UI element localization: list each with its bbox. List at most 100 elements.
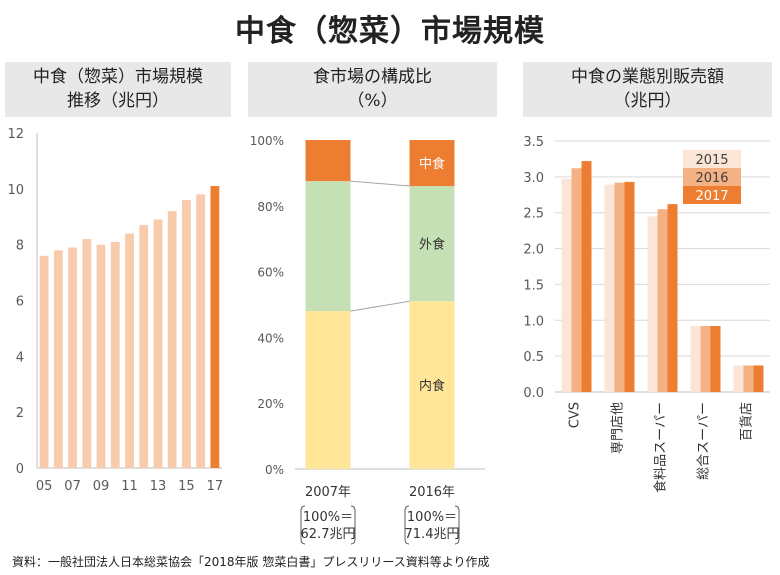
bar-百貨店-2016 — [743, 365, 754, 392]
x-tick-label: 専門店他 — [611, 402, 626, 454]
y-tick-label: 1.0 — [523, 314, 544, 329]
bar-食料品スーパー-2017 — [667, 204, 678, 392]
y-tick-label: 2.5 — [523, 207, 544, 222]
format-title-line1: 中食の業態別販売額 — [571, 67, 724, 87]
share-title-line1: 食市場の構成比 — [313, 67, 432, 87]
bar-百貨店-2017 — [753, 365, 764, 392]
bar-百貨店-2015 — [733, 365, 744, 392]
bar-07 — [68, 247, 77, 468]
bar-CVS-2016 — [571, 168, 582, 392]
bar-16 — [196, 194, 206, 468]
bar-05 — [39, 255, 49, 468]
legend-label: 2015 — [695, 153, 728, 168]
x-tick-label: 09 — [93, 479, 110, 494]
y-tick-label: 40% — [257, 331, 284, 345]
sales-by-format-chart: 0.0 0.5 1.0 1.5 2.0 2.5 3.0 3.5 CVS 専門店他 食料品スーパー 総合… — [523, 135, 770, 493]
trend-title-line2: 推移（兆円） — [67, 91, 169, 111]
x-tick-label: 総合スーパー — [697, 402, 712, 480]
bar-食料品スーパー-2016 — [657, 209, 668, 392]
x-tick-label: 11 — [121, 479, 138, 494]
y-tick-label: 4 — [16, 350, 24, 365]
bar-CVS-2017 — [581, 161, 592, 392]
y-tick-label: 6 — [16, 295, 24, 310]
legend-swatch-2015 — [683, 150, 741, 168]
note-bracket-left — [404, 505, 410, 545]
y-tick-label: 80% — [257, 200, 284, 214]
bar-10 — [110, 241, 120, 468]
x-tick-label: 05 — [36, 479, 53, 494]
x-tick-label: 2007年 — [305, 485, 351, 500]
category-note-line1: 100%＝ — [303, 510, 353, 525]
y-tick-label: 8 — [16, 239, 24, 254]
series-label-中食: 中食 — [419, 156, 445, 172]
x-tick-label: 13 — [150, 479, 167, 494]
legend-label: 2017 — [695, 189, 728, 204]
y-tick-label: 12 — [7, 127, 24, 142]
x-tick-label: 15 — [178, 479, 195, 494]
share-title-line2: （%） — [347, 91, 398, 111]
bar-専門店他-2016 — [614, 182, 625, 392]
category-note-line2: 62.7兆円 — [301, 527, 356, 542]
y-tick-label: 2 — [16, 406, 24, 421]
bar-12 — [139, 225, 149, 468]
legend-swatch-2016 — [683, 168, 741, 186]
segment-中食-2007年 — [305, 140, 351, 182]
format-title-line2: （兆円） — [613, 91, 682, 111]
x-tick-label: 07 — [64, 479, 81, 494]
segment-外食-2007年 — [305, 181, 351, 312]
bar-専門店他-2015 — [604, 184, 615, 392]
y-tick-label: 100% — [250, 134, 284, 148]
bar-総合スーパー-2016 — [700, 326, 711, 392]
bar-総合スーパー-2015 — [690, 326, 701, 392]
bar-11 — [125, 233, 134, 468]
segment-外食-2016年 — [409, 186, 455, 302]
x-tick-label: 17 — [207, 479, 224, 494]
connector-line — [350, 300, 410, 312]
bar-06 — [53, 250, 63, 468]
note-bracket-left — [300, 505, 306, 545]
y-tick-label: 2.0 — [523, 243, 544, 258]
y-tick-label: 20% — [257, 397, 284, 411]
segment-内食-2016年 — [409, 301, 455, 469]
category-note-line1: 100%＝ — [407, 510, 457, 525]
segment-中食-2016年 — [409, 140, 455, 187]
y-tick-label: 60% — [257, 266, 284, 280]
bar-09 — [96, 244, 106, 468]
y-tick-label: 3.5 — [523, 135, 544, 150]
source-note: 資料：一般社団法人日本総菜協会「2018年版 惣菜白書」プレスリリース資料等より… — [12, 555, 490, 569]
y-tick-label: 1.5 — [523, 278, 544, 293]
bar-13 — [153, 219, 163, 468]
x-tick-label: 2016年 — [409, 485, 455, 500]
x-tick-label: CVS — [568, 402, 583, 428]
y-tick-label: 0.5 — [523, 350, 544, 365]
note-bracket-right — [454, 505, 460, 545]
market-share-chart: 0% 20% 40% 60% 80% 100% 2007年 100%＝ 62.7兆円 2016年 1… — [250, 134, 485, 545]
series-label-内食: 内食 — [419, 378, 445, 394]
y-tick-label: 0 — [16, 462, 24, 477]
segment-内食-2007年 — [305, 311, 351, 469]
note-bracket-right — [350, 505, 356, 545]
bar-15 — [182, 200, 191, 468]
bar-食料品スーパー-2015 — [647, 216, 658, 392]
share-panel-header: 食市場の構成比 （%） — [248, 62, 497, 117]
market-trend-chart: 0 2 4 6 8 10 12 05 07 09 11 13 15 17 — [7, 127, 224, 494]
legend-swatch-2017 — [683, 186, 741, 204]
y-tick-label: 0% — [265, 463, 284, 477]
connector-line — [350, 180, 410, 187]
y-tick-label: 3.0 — [523, 171, 544, 186]
bar-08 — [82, 239, 92, 468]
bar-総合スーパー-2017 — [710, 326, 721, 392]
page-title: 中食（惣菜）市場規模 — [235, 14, 545, 49]
bar-14 — [167, 211, 177, 468]
category-note-line2: 71.4兆円 — [405, 527, 460, 542]
x-tick-label: 百貨店 — [739, 402, 755, 441]
legend-label: 2016 — [695, 171, 728, 186]
x-tick-label: 食料品スーパー — [653, 402, 669, 493]
trend-title-line1: 中食（惣菜）市場規模 — [33, 67, 203, 87]
bar-17 — [210, 186, 220, 468]
series-label-外食: 外食 — [419, 237, 445, 253]
format-panel-header: 中食の業態別販売額 （兆円） — [523, 62, 772, 117]
bar-CVS-2015 — [561, 179, 572, 392]
y-tick-label: 10 — [7, 183, 24, 198]
bar-専門店他-2017 — [624, 181, 635, 392]
